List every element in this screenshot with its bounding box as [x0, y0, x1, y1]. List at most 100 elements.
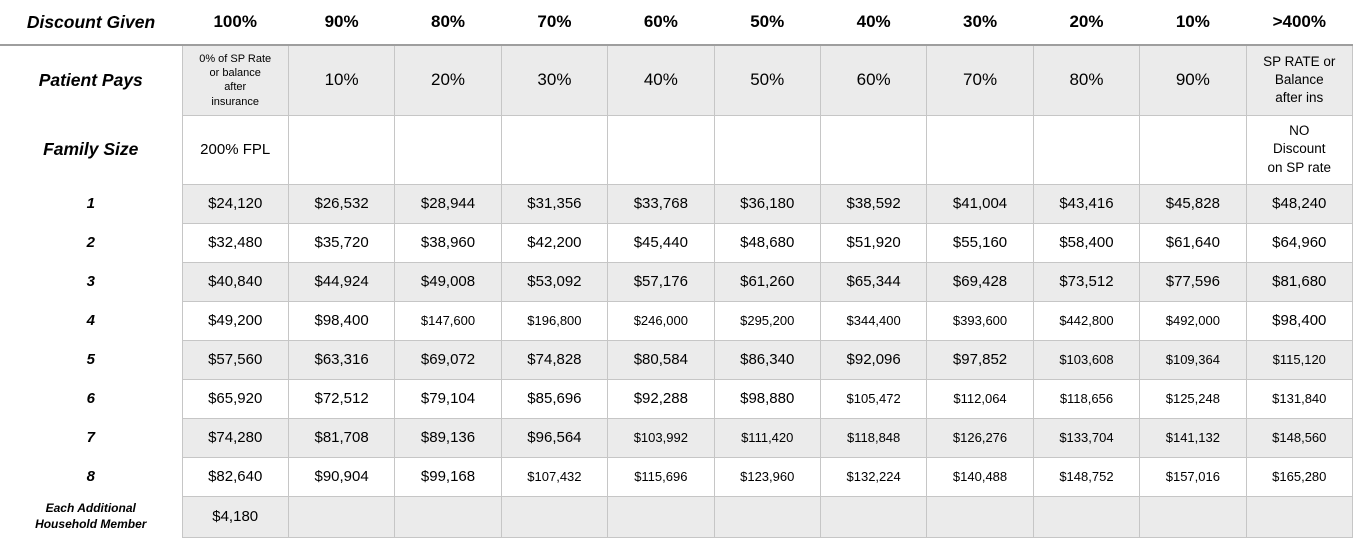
fee-cell: $492,000 — [1139, 300, 1247, 341]
fee-cell: $40,840 — [181, 261, 289, 302]
fee-cell: $33,768 — [607, 183, 715, 224]
row-label-family-size-7: 7 — [86, 429, 95, 446]
fee-cell: $115,120 — [1245, 339, 1354, 380]
fee-cell: $96,564 — [500, 417, 609, 458]
fee-cell — [287, 114, 396, 185]
fee-cell: 60% — [819, 44, 928, 116]
fee-cell — [713, 114, 821, 185]
fee-cell — [287, 495, 396, 538]
fee-cell — [926, 495, 1034, 538]
fee-cell: $26,532 — [287, 183, 396, 224]
fee-cell: $35,720 — [287, 222, 396, 263]
fee-cell — [607, 495, 715, 538]
fee-cell: 30% — [500, 44, 609, 116]
table-row-family-size-4: 4 $49,200 $98,400 $147,600 $196,800 $246,000 $… — [0, 300, 1354, 341]
row-label-family-size-8: 8 — [86, 468, 95, 485]
fee-cell: 0% of SP Rate or balance after insurance — [181, 44, 289, 116]
fee-cell: $41,004 — [926, 183, 1034, 224]
fee-cell: $45,828 — [1139, 183, 1247, 224]
row-label-family-size-3: 3 — [86, 273, 95, 290]
fee-cell: $98,400 — [287, 300, 396, 341]
fee-cell: $103,992 — [607, 417, 715, 458]
fee-cell: $38,592 — [819, 183, 928, 224]
row-label-additional: Each Additional Household Member — [35, 500, 147, 531]
fee-cell: $118,848 — [819, 417, 928, 458]
table-row-family-size-8: 8 $82,640 $90,904 $99,168 $107,432 $115,696 $1… — [0, 456, 1354, 497]
fee-cell: $61,260 — [713, 261, 821, 302]
fee-cell: $103,608 — [1032, 339, 1141, 380]
fee-cell: $165,280 — [1245, 456, 1354, 497]
fee-cell: $24,120 — [181, 183, 289, 224]
fee-cell: $131,840 — [1245, 378, 1354, 419]
fee-cell: $115,696 — [607, 456, 715, 497]
fee-cell: $140,488 — [926, 456, 1034, 497]
fee-cell: $74,280 — [181, 417, 289, 458]
discount-header-cell: >400% — [1246, 0, 1353, 46]
fee-cell: $31,356 — [500, 183, 609, 224]
table-row-family-size: Family Size 200% FPL NO Discount on SP rat… — [0, 114, 1354, 185]
fee-cell: $344,400 — [819, 300, 928, 341]
discount-header-cell: 100% — [182, 0, 289, 46]
fee-cell: $74,828 — [500, 339, 609, 380]
fee-cell: $141,132 — [1139, 417, 1247, 458]
fee-cell: $118,656 — [1032, 378, 1141, 419]
fee-cell: 90% — [1139, 44, 1247, 116]
row-label-header: Discount Given — [0, 0, 182, 46]
fee-cell: $295,200 — [713, 300, 821, 341]
fee-cell: $51,920 — [819, 222, 928, 263]
fee-cell: $79,104 — [394, 378, 502, 419]
fee-cell — [394, 495, 502, 538]
fee-cell: $73,512 — [1032, 261, 1141, 302]
table-row-family-size-5: 5 $57,560 $63,316 $69,072 $74,828 $80,584 $86,… — [0, 339, 1354, 380]
row-label-family-size-2: 2 — [86, 234, 95, 251]
fee-cell — [500, 495, 609, 538]
row-label-family-size-4: 4 — [86, 312, 95, 329]
discount-header-cell: 40% — [820, 0, 927, 46]
fee-cell: $81,680 — [1245, 261, 1354, 302]
table-row-family-size-6: 6 $65,920 $72,512 $79,104 $85,696 $92,288 $98,… — [0, 378, 1354, 419]
fee-cell: $98,880 — [713, 378, 821, 419]
fee-cell: $43,416 — [1032, 183, 1141, 224]
fee-cell: $125,248 — [1139, 378, 1247, 419]
fee-cell: $98,400 — [1245, 300, 1354, 341]
row-label-patient-pays: Patient Pays — [38, 70, 143, 90]
fee-cell: $157,016 — [1139, 456, 1247, 497]
fee-cell: $148,752 — [1032, 456, 1141, 497]
fee-cell: $45,440 — [607, 222, 715, 263]
table-row-patient-pays: Patient Pays 0% of SP Rate or balance aft… — [0, 44, 1354, 116]
fee-cell: $393,600 — [926, 300, 1034, 341]
fee-cell — [1032, 495, 1141, 538]
fee-cell: $58,400 — [1032, 222, 1141, 263]
fee-cell: $112,064 — [926, 378, 1034, 419]
fee-cell: $69,072 — [394, 339, 502, 380]
sliding-fee-discount-schedule-table: Discount Given 100% 90% 80% 70% 60% 50% 40% 30% 2… — [0, 0, 1354, 538]
fee-cell: $147,600 — [394, 300, 502, 341]
fee-cell: 70% — [926, 44, 1034, 116]
discount-header-cell: 70% — [501, 0, 608, 46]
discount-header-cell: 60% — [607, 0, 715, 46]
row-label-family-size-5: 5 — [86, 351, 95, 368]
fee-cell: $442,800 — [1032, 300, 1141, 341]
fee-cell: $48,680 — [713, 222, 821, 263]
fee-cell: $80,584 — [607, 339, 715, 380]
fee-cell: $57,560 — [181, 339, 289, 380]
fee-cell: $53,092 — [500, 261, 609, 302]
fee-cell: $85,696 — [500, 378, 609, 419]
fee-cell: $57,176 — [607, 261, 715, 302]
discount-header-cell: 30% — [926, 0, 1034, 46]
fee-cell: $28,944 — [394, 183, 502, 224]
fee-cell: $126,276 — [926, 417, 1034, 458]
fee-cell: $4,180 — [181, 495, 289, 538]
fee-cell: $99,168 — [394, 456, 502, 497]
fee-cell: $89,136 — [394, 417, 502, 458]
fee-cell: $48,240 — [1245, 183, 1354, 224]
fee-cell: $123,960 — [713, 456, 821, 497]
fee-cell — [926, 114, 1034, 185]
row-label-family-size-6: 6 — [86, 390, 95, 407]
fee-cell: $81,708 — [287, 417, 396, 458]
fee-cell: $65,920 — [181, 378, 289, 419]
fee-cell: $32,480 — [181, 222, 289, 263]
fee-table-body: Discount Given 100% 90% 80% 70% 60% 50% 40% 30% 2… — [0, 0, 1354, 538]
fee-cell: 50% — [713, 44, 821, 116]
fee-cell: $49,200 — [181, 300, 289, 341]
